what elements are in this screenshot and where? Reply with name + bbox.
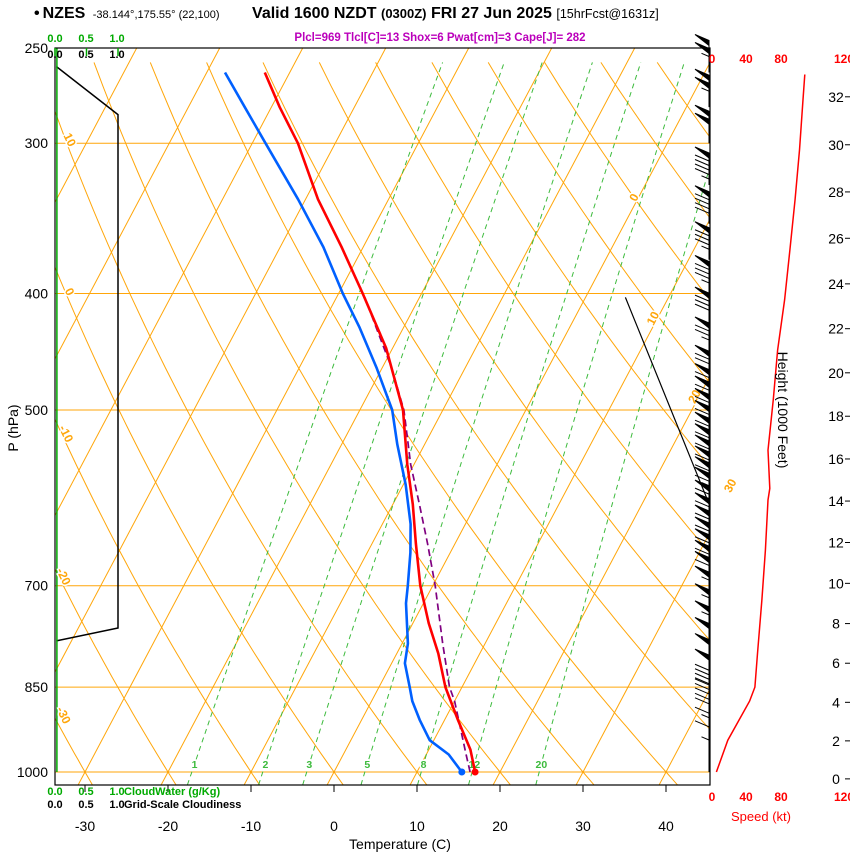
speed-tick-label: 0: [709, 52, 716, 66]
plot-frame: [54, 47, 711, 786]
wind-barbs: [694, 34, 710, 772]
height-tick-label: 32: [828, 89, 844, 105]
cloudwater-bottom-scale: 0.0 0.5 1.0 CloudWater (g/Kg): [0, 786, 400, 800]
height-tick-label: 22: [828, 321, 844, 337]
chart-header: • NZES -38.144°,175.55° (22,100) Valid 16…: [34, 5, 848, 23]
svg-text:1: 1: [192, 759, 198, 771]
svg-text:3: 3: [306, 759, 312, 771]
pressure-tick-label: 300: [25, 135, 49, 151]
pressure-tick-label: 500: [25, 402, 49, 418]
height-tick-label: 6: [832, 655, 840, 671]
height-tick-label: 8: [832, 616, 840, 632]
station-bullet: •: [34, 5, 40, 22]
cloudwater-top-scale: 0.0 0.5 1.0: [47, 33, 125, 45]
height-tick-label: 14: [828, 493, 844, 509]
temp-tick-label: -10: [241, 818, 261, 834]
surface-dew-dot: [458, 768, 466, 776]
temp-tick-label: -30: [75, 818, 95, 834]
svg-text:2: 2: [262, 759, 268, 771]
boundary-cut-line: [624, 297, 710, 508]
height-tick-label: 18: [828, 408, 844, 424]
height-tick-label: 0: [832, 771, 840, 787]
pressure-axis-label: P (hPa): [5, 404, 21, 452]
temp-tick-label: 10: [409, 818, 425, 834]
height-tick-label: 20: [828, 365, 844, 381]
valid-zulu: (0300Z): [380, 6, 427, 21]
speed-tick-label: 0: [709, 790, 716, 804]
height-tick-label: 16: [828, 451, 844, 467]
speed-tick-label: 120: [834, 52, 850, 66]
plot-area: 1 2 3 5 8 12 20: [55, 48, 710, 785]
valid-time: Valid 1600 NZDT: [252, 5, 377, 22]
temp-tick-label: 20: [492, 818, 508, 834]
height-tick-label: 4: [832, 694, 840, 710]
wind-speed-curve: [715, 74, 806, 773]
forecast-info: [15hrFcst@1631z]: [556, 7, 659, 21]
isotherm-label: 0: [626, 191, 642, 204]
height-tick-label: 2: [832, 733, 840, 749]
cloudiness-profile: [55, 65, 119, 642]
pressure-tick-label: 700: [25, 578, 49, 594]
pressure-tick-label: 400: [25, 285, 49, 301]
height-tick-label: 12: [828, 535, 844, 551]
pressure-tick-label: 250: [25, 40, 49, 56]
height-axis-label: Height (1000 Feet): [775, 351, 791, 469]
temperature-curve: [263, 71, 477, 773]
cloudiness-top-scale: 0.0 0.5 1.0: [47, 49, 125, 61]
isotherm-label: 30: [721, 476, 740, 495]
sounding-indices: Plcl=969 Tlcl[C]=13 Shox=6 Pwat[cm]=3 Ca…: [294, 32, 586, 44]
temp-tick-label: 30: [575, 818, 591, 834]
height-tick-label: 24: [828, 276, 844, 292]
svg-text:8: 8: [421, 759, 427, 771]
svg-text:20: 20: [535, 759, 547, 771]
cloudiness-bottom-scale: 0.0 0.5 1.0 Grid-Scale Cloudiness: [0, 799, 400, 813]
speed-tick-label: 80: [774, 790, 788, 804]
temp-tick-label: 0: [330, 818, 338, 834]
temp-tick-label: 40: [658, 818, 674, 834]
svg-text:5: 5: [364, 759, 370, 771]
adiabat-label: 0: [62, 286, 78, 298]
speed-tick-label: 80: [774, 52, 788, 66]
cloudwater-axis-label: CloudWater (g/Kg): [124, 786, 221, 798]
speed-tick-label: 120: [834, 790, 850, 804]
valid-date: FRI 27 Jun 2025: [430, 5, 552, 22]
temp-tick-label: -20: [158, 818, 178, 834]
station-coords: -38.144°,175.55° (22,100): [92, 9, 220, 21]
station-id: NZES: [42, 5, 86, 22]
dewpoint-curve: [223, 71, 463, 773]
speed-axis-label: Speed (kt): [731, 809, 791, 824]
height-tick-label: 26: [828, 230, 844, 246]
height-tick-label: 28: [828, 184, 844, 200]
height-tick-label: 30: [828, 137, 844, 153]
isotherm-label: 10: [644, 309, 663, 328]
speed-tick-label: 40: [739, 52, 753, 66]
temperature-axis-label: Temperature (C): [349, 836, 451, 852]
height-tick-label: 10: [828, 575, 844, 591]
parcel-curve: [364, 297, 471, 773]
surface-temp-dot: [471, 768, 479, 776]
cloudiness-axis-label: Grid-Scale Cloudiness: [124, 799, 242, 811]
pressure-tick-label: 1000: [17, 764, 48, 780]
pressure-tick-label: 850: [25, 679, 49, 695]
speed-tick-label: 40: [739, 790, 753, 804]
adiabat-label: -10: [56, 423, 76, 445]
